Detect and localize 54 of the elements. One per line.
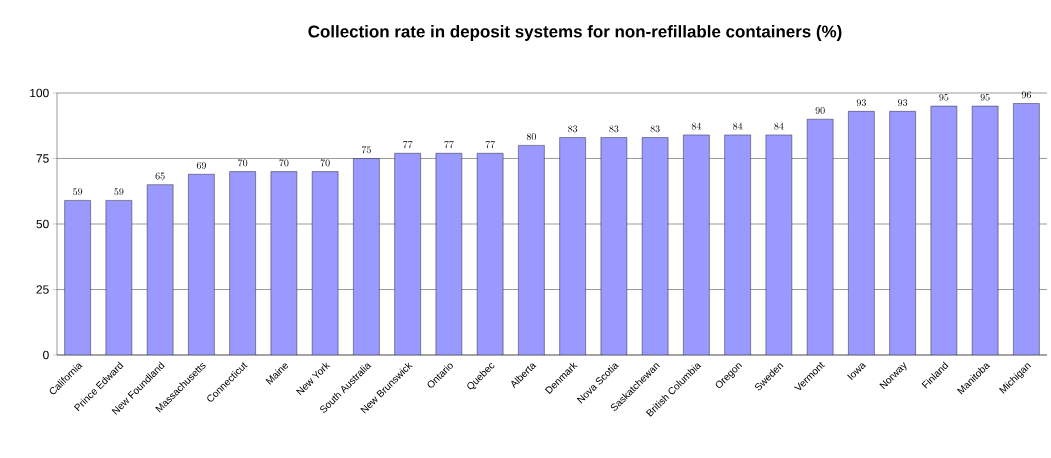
bar: [683, 134, 710, 355]
y-tick-label: 25: [36, 285, 49, 294]
bar: [105, 200, 133, 355]
bar: [188, 174, 215, 355]
data-label: 70: [279, 159, 289, 167]
y-tick-label: 100: [30, 88, 49, 98]
data-label: 75: [361, 146, 371, 154]
data-label: 77: [485, 141, 495, 148]
data-label: 77: [444, 141, 454, 148]
data-label: 93: [898, 99, 908, 107]
bar: [435, 153, 463, 355]
data-label: 77: [403, 141, 413, 148]
y-tick-label: 50: [36, 219, 49, 229]
data-label: 84: [733, 122, 743, 130]
bar: [518, 145, 545, 355]
bar: [848, 111, 875, 355]
data-label: 83: [568, 125, 578, 133]
data-label: 84: [691, 122, 702, 130]
bar: [971, 105, 999, 355]
y-tick-label: 0: [43, 350, 49, 360]
data-label: 70: [320, 159, 330, 167]
data-label: 59: [114, 188, 124, 196]
bar: [806, 119, 834, 355]
bar: [641, 137, 669, 355]
bar: [394, 153, 421, 355]
data-label: 95: [939, 93, 949, 101]
y-tick-label: 75: [36, 154, 49, 163]
data-label: 93: [856, 99, 866, 107]
bar: [559, 137, 586, 355]
bar: [229, 171, 256, 355]
data-label: 69: [196, 162, 206, 169]
data-label: 83: [609, 125, 619, 133]
bar: [64, 200, 91, 355]
bar: [311, 171, 339, 355]
bar: [600, 137, 628, 355]
data-label: 90: [815, 107, 825, 114]
bar: [765, 134, 793, 355]
bar: [146, 184, 174, 355]
bar: [930, 105, 958, 355]
data-label: 96: [1021, 91, 1031, 99]
data-label: 83: [650, 125, 660, 133]
data-label: 59: [73, 188, 83, 196]
data-label: 80: [526, 133, 536, 141]
data-label: 95: [980, 93, 990, 101]
bar: [724, 134, 751, 355]
bar: [353, 158, 380, 355]
data-label: 70: [238, 159, 248, 167]
bar: [270, 171, 298, 355]
data-label: 65: [155, 172, 165, 180]
bar: [889, 111, 916, 355]
bar: [1013, 103, 1040, 355]
data-label: 84: [774, 122, 784, 130]
bar: [476, 153, 504, 355]
chart-title: Collection rate in deposit systems for non-refillable containers (%): [308, 25, 842, 41]
